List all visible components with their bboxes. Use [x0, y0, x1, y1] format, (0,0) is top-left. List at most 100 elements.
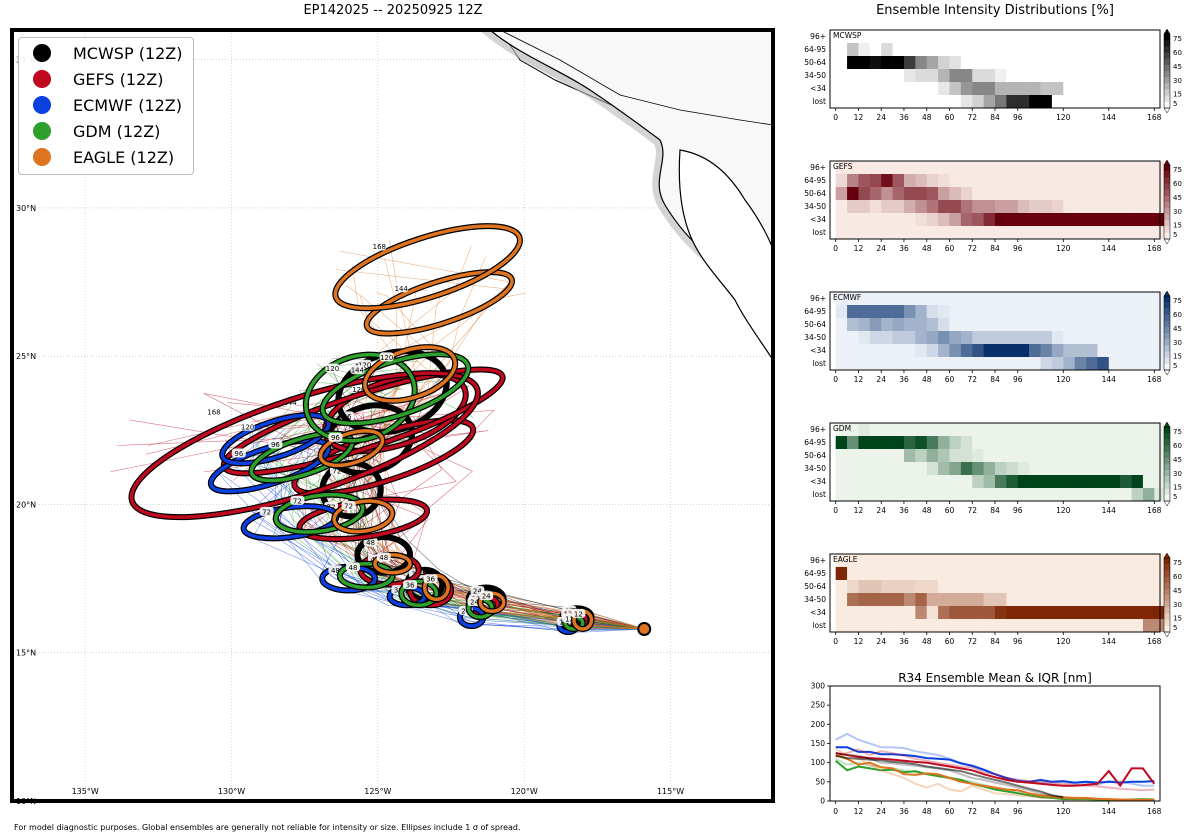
heatmap-cell [847, 619, 859, 632]
heatmap-cell [858, 488, 871, 501]
heatmap-cell [847, 95, 859, 108]
legend-label-gdm: GDM (12Z) [73, 121, 161, 141]
heatmap-cell [1074, 475, 1087, 488]
heatmap-cell [1017, 69, 1030, 82]
intensity-category-label: 34-50 [804, 71, 826, 80]
heatmap-cell [972, 554, 984, 567]
heatmap-cell [1029, 43, 1041, 56]
heatmap-cell [915, 161, 928, 174]
heatmap-cell [1017, 213, 1030, 226]
heatmap-cell [869, 95, 882, 108]
intensity-category-label: lost [812, 490, 826, 499]
heatmap-cell [1040, 108, 1053, 121]
heatmap-cell [903, 226, 916, 239]
x-tick-label: 48 [922, 244, 932, 253]
x-tick-label: 0 [833, 113, 838, 122]
heatmap-cell [949, 488, 962, 501]
lead-hour-label: 144 [395, 285, 409, 293]
intensity-category-label: 64-95 [804, 307, 826, 316]
heatmap-cell [892, 436, 905, 449]
heatmap-cell [1017, 475, 1030, 488]
heatmap-cell [1142, 331, 1155, 344]
heatmap-cell [1108, 567, 1121, 580]
heatmap-cell [1017, 554, 1030, 567]
forecast-ellipse [304, 352, 417, 443]
heatmap-cell [1063, 69, 1075, 82]
y-tick-label: 300 [811, 682, 826, 691]
intensity-category-label: <34 [810, 477, 826, 486]
heatmap-cell [1142, 200, 1155, 213]
heatmap-cell [1029, 82, 1041, 95]
heatmap-cell [869, 554, 882, 567]
heatmap-cell [881, 475, 893, 488]
heatmap-cell [835, 449, 848, 462]
heatmap-cell [1086, 226, 1098, 239]
heatmap-cell [1051, 200, 1064, 213]
lat-tick-label: 20°N [16, 500, 36, 509]
heatmap-cell [983, 580, 996, 593]
heatmap-cell [847, 292, 859, 305]
heatmap-cell [903, 305, 916, 318]
heatmap-cell [1142, 213, 1155, 226]
colorbar-tick-label: 30 [1173, 470, 1182, 478]
heatmap-cell [1074, 331, 1087, 344]
heatmap-cell [1051, 619, 1064, 632]
lead-label-box [341, 500, 356, 510]
heatmap-cell [1097, 462, 1110, 475]
heatmap-cell [960, 593, 973, 606]
heatmap-cell [1108, 318, 1121, 331]
heatmap-cell [926, 593, 939, 606]
heatmap-cell [1120, 357, 1132, 370]
x-tick-label: 24 [876, 807, 886, 816]
heatmap-cell [1017, 108, 1030, 121]
heatmap-cell [1086, 56, 1098, 69]
heatmap-cell [835, 43, 848, 56]
heatmap-cell [1142, 318, 1155, 331]
heatmap-cell [1108, 200, 1121, 213]
colorbar-tick-label: 15 [1173, 222, 1182, 230]
heatmap-cell [903, 161, 916, 174]
lat-tick-label: 25°N [16, 352, 36, 361]
y-tick-label: 250 [811, 701, 826, 710]
heatmap-cell [1108, 69, 1121, 82]
heatmap-cell [1131, 200, 1144, 213]
colorbar-tick-label: 60 [1173, 442, 1182, 450]
heatmap-cell [1120, 305, 1132, 318]
heatmap-cell [938, 488, 950, 501]
heatmap-cell [869, 108, 882, 121]
heatmap-cell [881, 567, 893, 580]
heatmap-cell [960, 580, 973, 593]
heatmap-cell [1040, 200, 1053, 213]
heatmap-cell [960, 488, 973, 501]
heatmap-cell [1086, 436, 1098, 449]
heatmap-cell [938, 30, 950, 43]
heatmap-cell [926, 619, 939, 632]
heatmap-cell [858, 305, 871, 318]
heatmap-cell [1097, 200, 1110, 213]
footnote: For model diagnostic purposes. Global en… [14, 823, 521, 832]
lead-label-box [345, 562, 360, 572]
colorbar-segment [1164, 214, 1170, 221]
heatmap-cell [972, 108, 984, 121]
heatmap-cell [926, 43, 939, 56]
heatmap-cell [1131, 580, 1144, 593]
heatmap-cell [1120, 462, 1132, 475]
heatmap-cell [1086, 30, 1098, 43]
lead-label-box [268, 439, 283, 449]
heatmap-cell [960, 226, 973, 239]
heatmap-cell [869, 161, 882, 174]
heatmap-cell [1051, 108, 1064, 121]
heatmap-cell [903, 436, 916, 449]
heatmap-cell [835, 305, 848, 318]
intensity-category-label: 64-95 [804, 176, 826, 185]
x-tick-label: 24 [876, 637, 886, 646]
heatmap-cell [1029, 344, 1041, 357]
heatmap-cell [1097, 344, 1110, 357]
heatmap-cell [881, 30, 893, 43]
heatmap-cell [847, 30, 859, 43]
heatmap-cell [881, 344, 893, 357]
heatmap-cell [1120, 82, 1132, 95]
heatmap-cell [1086, 200, 1098, 213]
heatmap-cell [983, 200, 996, 213]
heatmap-cell [1029, 462, 1041, 475]
